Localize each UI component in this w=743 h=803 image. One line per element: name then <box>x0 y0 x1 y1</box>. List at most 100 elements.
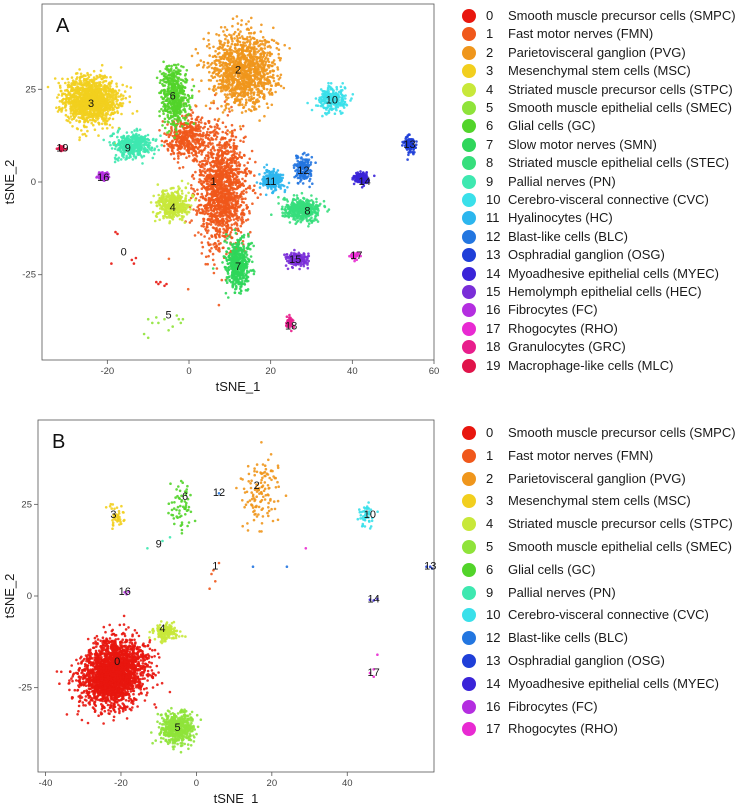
data-point <box>279 84 283 88</box>
data-point <box>233 222 236 226</box>
data-point <box>230 228 234 231</box>
data-point <box>170 64 173 68</box>
data-point <box>231 64 234 68</box>
data-point <box>220 183 223 186</box>
data-point <box>266 72 270 75</box>
data-point <box>73 81 77 85</box>
data-point <box>85 125 88 129</box>
data-point <box>171 140 174 143</box>
cluster-1-points <box>167 93 272 307</box>
data-point <box>236 175 239 178</box>
data-point <box>199 129 202 133</box>
data-point <box>215 191 218 195</box>
data-point <box>234 98 237 101</box>
data-point <box>233 208 236 211</box>
data-point <box>212 85 216 88</box>
data-point <box>252 93 256 96</box>
data-point <box>225 170 228 174</box>
data-point <box>203 122 207 125</box>
data-point <box>121 102 125 105</box>
data-point <box>230 109 234 112</box>
data-point <box>252 31 256 35</box>
data-point <box>239 183 243 187</box>
data-point <box>259 48 263 51</box>
data-point <box>162 60 165 64</box>
data-point <box>163 203 167 206</box>
data-point <box>200 153 203 156</box>
data-point <box>171 119 174 123</box>
data-point <box>225 65 229 68</box>
data-point <box>278 76 282 79</box>
data-point <box>190 54 194 58</box>
data-point <box>235 217 238 220</box>
data-point <box>99 108 102 112</box>
data-point <box>230 55 233 58</box>
data-point <box>240 48 244 52</box>
data-point <box>213 69 217 72</box>
data-point <box>225 160 228 164</box>
data-point <box>231 24 234 28</box>
data-point <box>249 89 253 92</box>
data-point <box>163 189 167 193</box>
data-point <box>218 170 221 174</box>
data-point <box>244 87 248 91</box>
data-point <box>266 45 270 49</box>
data-point <box>206 212 210 216</box>
data-point <box>270 61 274 64</box>
data-point <box>231 157 234 161</box>
data-point <box>120 112 123 116</box>
data-point <box>218 162 222 166</box>
data-point <box>131 112 134 115</box>
data-point <box>258 71 261 74</box>
data-point <box>248 67 251 70</box>
data-point <box>231 72 234 75</box>
data-point <box>239 204 242 207</box>
data-point <box>197 163 201 166</box>
data-point <box>240 222 244 225</box>
data-point <box>235 157 239 160</box>
data-point <box>86 129 89 133</box>
data-point <box>236 194 240 198</box>
data-point <box>201 66 205 69</box>
data-point <box>168 198 172 201</box>
data-point <box>219 175 222 179</box>
data-point <box>184 194 188 197</box>
data-point <box>191 140 194 143</box>
data-point <box>78 94 82 97</box>
data-point <box>170 149 174 152</box>
data-point <box>226 215 229 219</box>
data-point <box>200 163 204 166</box>
data-point <box>165 282 168 286</box>
data-point <box>186 119 190 122</box>
data-point <box>238 195 242 199</box>
data-point <box>211 195 214 199</box>
data-point <box>221 67 224 70</box>
data-point <box>228 63 231 66</box>
data-point <box>227 174 231 178</box>
data-point <box>260 67 264 71</box>
data-point <box>178 166 181 170</box>
data-point <box>238 125 242 128</box>
data-point <box>98 114 102 118</box>
data-point <box>221 130 224 134</box>
data-point <box>155 212 159 215</box>
data-point <box>163 132 166 135</box>
data-point <box>231 168 235 172</box>
data-point <box>254 68 257 71</box>
data-point <box>151 210 155 214</box>
data-point <box>255 47 258 51</box>
data-point <box>198 199 201 202</box>
cluster-1b-points <box>158 102 224 170</box>
data-point <box>200 150 204 154</box>
data-point <box>111 108 114 112</box>
data-point <box>179 78 182 81</box>
data-point <box>212 201 215 204</box>
data-point <box>184 205 187 209</box>
data-point <box>245 206 249 209</box>
data-point <box>183 130 186 133</box>
data-point <box>276 66 279 69</box>
data-point <box>220 144 223 147</box>
data-point <box>199 179 203 183</box>
data-point <box>191 111 195 114</box>
data-point <box>240 35 244 38</box>
